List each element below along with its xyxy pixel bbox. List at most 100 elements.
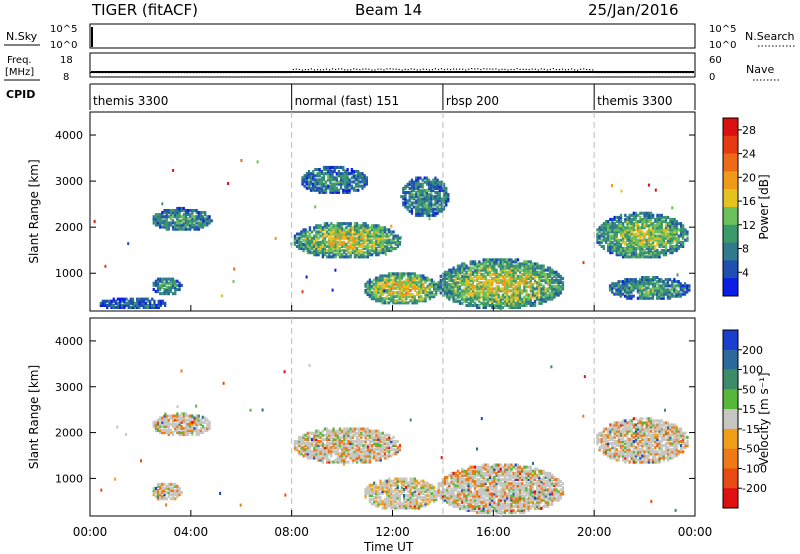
echo-cell: [379, 496, 382, 500]
echo-cell: [649, 211, 653, 215]
echo-cell: [398, 293, 401, 297]
echo-cell: [204, 219, 207, 223]
echo-cell: [637, 255, 640, 259]
echo-cell: [654, 236, 657, 240]
echo-cell: [405, 288, 408, 292]
echo-cell: [602, 236, 605, 240]
echo-cell: [159, 422, 162, 426]
nave-point: [407, 69, 409, 71]
echo-cell: [189, 414, 192, 418]
nave-point: [419, 69, 421, 71]
echo-cell: [381, 446, 384, 450]
echo-cell: [551, 279, 554, 283]
echo-cell: [424, 298, 426, 302]
echo-cell: [373, 278, 376, 282]
echo-cell: [171, 491, 175, 495]
echo-cell: [366, 444, 369, 448]
echo-cell: [134, 301, 137, 305]
echo-cell: [157, 299, 160, 303]
echo-cell: [465, 281, 468, 285]
echo-cell: [144, 305, 147, 309]
echo-cell: [159, 225, 162, 229]
echo-cell: [514, 272, 517, 276]
echo-cell: [432, 180, 435, 184]
echo-cell: [682, 244, 685, 248]
echo-cell: [641, 226, 644, 230]
echo-cell: [656, 290, 659, 294]
echo-cell: [321, 448, 324, 452]
echo-cell: [171, 493, 175, 497]
echo-cell: [630, 238, 633, 242]
echo-cell: [383, 278, 386, 282]
echo-cell: [482, 272, 485, 276]
echo-cell: [373, 498, 376, 502]
echo-cell: [201, 431, 205, 435]
echo-cell: [368, 454, 372, 458]
echo-cell: [467, 285, 470, 289]
echo-cell: [161, 301, 165, 305]
echo-cell: [121, 303, 124, 307]
echo-cell: [540, 279, 543, 283]
echo-cell: [146, 305, 150, 309]
echo-cell: [373, 481, 376, 485]
echo-cell: [394, 278, 397, 282]
echo-cell: [296, 236, 299, 240]
echo-cell: [394, 439, 397, 443]
echo-cell: [402, 186, 405, 190]
echo-cell: [377, 446, 380, 450]
echo-cell: [662, 236, 665, 240]
echo-cell: [311, 439, 314, 443]
echo-cell: [315, 442, 318, 446]
echo-cell: [615, 224, 618, 228]
echo-cell: [463, 297, 466, 301]
echo-cell: [163, 493, 166, 497]
echo-cell: [617, 290, 620, 294]
echo-cell: [186, 227, 190, 231]
echo-cell: [335, 165, 338, 169]
echo-cell: [176, 414, 179, 418]
echo-cell: [664, 236, 668, 240]
echo-cell: [615, 290, 618, 294]
echo-cell: [337, 165, 341, 169]
echo-cell: [546, 276, 550, 280]
echo-cell: [350, 168, 353, 172]
echo-cell: [379, 276, 382, 280]
echo-cell: [186, 219, 190, 223]
echo-cell: [501, 297, 505, 301]
echo-cell: [604, 232, 608, 236]
echo-cell: [671, 232, 674, 236]
echo-cell: [652, 230, 655, 234]
echo-cell: [647, 215, 650, 219]
echo-cell: [344, 176, 347, 180]
echo-cell: [348, 180, 351, 184]
echo-cell: [647, 284, 650, 288]
echo-cell: [679, 226, 683, 230]
echo-cell: [643, 251, 646, 255]
echo-cell: [417, 178, 420, 182]
echo-cell: [370, 487, 374, 491]
echo-cell: [191, 223, 194, 227]
echo-cell: [531, 268, 535, 272]
echo-cell: [330, 452, 333, 456]
echo-cell: [469, 272, 472, 276]
echo-cell: [510, 262, 513, 266]
nave-point: [180, 72, 182, 74]
echo-cell: [165, 221, 168, 225]
echo-cell: [385, 280, 389, 284]
echo-cell: [486, 301, 490, 305]
echo-cell: [362, 253, 365, 257]
freq-panel: [89, 52, 696, 78]
echo-cell: [180, 225, 183, 229]
echo-cell: [400, 276, 404, 280]
echo-cell: [544, 281, 547, 285]
echo-cell: [682, 224, 685, 228]
echo-cell: [329, 184, 332, 188]
echo-cell: [622, 238, 625, 242]
echo-cell: [370, 242, 374, 246]
echo-cell: [346, 186, 349, 190]
echo-cell: [385, 244, 389, 248]
echo-cell: [324, 165, 328, 169]
echo-cell: [419, 211, 422, 215]
echo-cell: [343, 446, 346, 450]
echo-cell: [516, 266, 520, 270]
